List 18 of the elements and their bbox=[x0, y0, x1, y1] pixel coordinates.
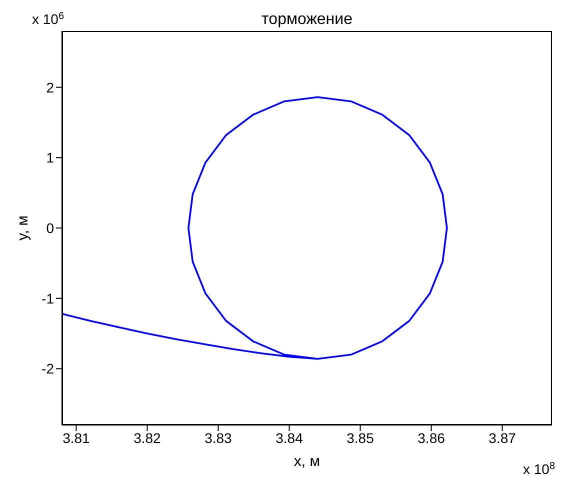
y-tick-label: -1 bbox=[42, 290, 54, 306]
x-tick-label: 3.85 bbox=[346, 430, 374, 446]
y-tick-label: 1 bbox=[46, 150, 54, 166]
x-tick-label: 3.82 bbox=[134, 430, 162, 446]
y-tick-label: -2 bbox=[42, 360, 54, 377]
x-tick-label: 3.84 bbox=[276, 430, 304, 446]
x-axis-title: x, м bbox=[294, 453, 320, 470]
x-tick-label: 3.81 bbox=[62, 430, 90, 446]
text: x 10$^{8}$ bbox=[522, 460, 556, 477]
y-tick-label: 0 bbox=[46, 220, 54, 236]
x-tick-label: 3.86 bbox=[418, 430, 446, 446]
y-tick-label: 2 bbox=[46, 79, 54, 96]
y-axis-title: y, м bbox=[14, 215, 32, 241]
text: x 10$^{6}$ bbox=[32, 10, 64, 27]
x-tick-label: 3.83 bbox=[204, 430, 232, 446]
chart-title: торможение bbox=[262, 11, 353, 28]
line-series bbox=[62, 96, 448, 360]
x-tick-label: 3.87 bbox=[488, 430, 516, 446]
